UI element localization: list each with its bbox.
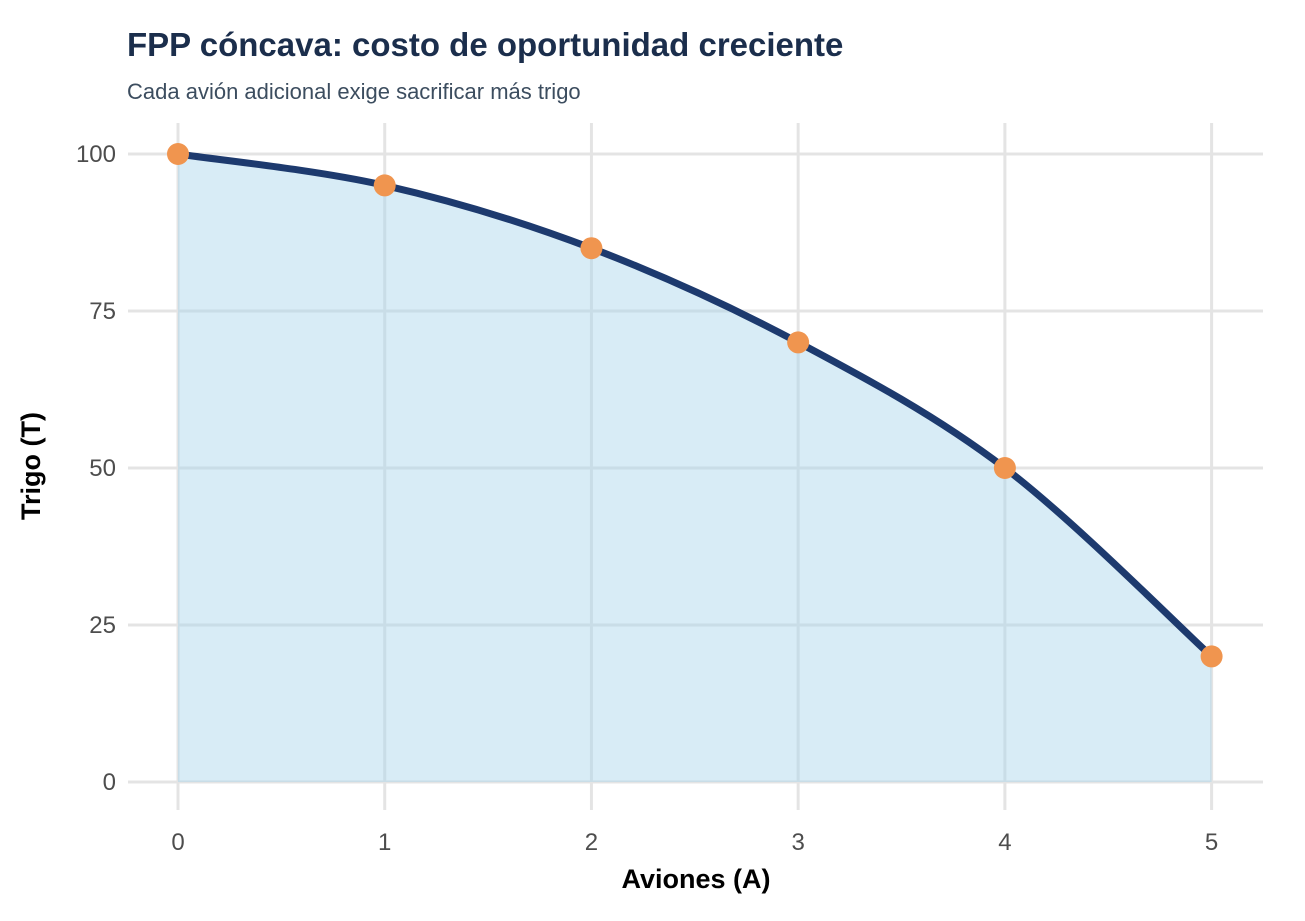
y-tick-label: 75 xyxy=(89,298,116,325)
x-tick-label: 4 xyxy=(998,829,1011,856)
x-tick-label: 1 xyxy=(378,829,391,856)
ppf-curve xyxy=(174,150,1216,660)
y-axis-title: Trigo (T) xyxy=(16,412,46,520)
data-point xyxy=(787,331,810,354)
chart-subtitle: Cada avión adicional exige sacrificar má… xyxy=(127,79,581,104)
y-tick-label: 100 xyxy=(76,141,116,168)
x-tick-labels: 0 1 2 3 4 5 xyxy=(171,829,1218,856)
data-point xyxy=(1200,645,1223,668)
x-tick-label: 3 xyxy=(791,829,804,856)
y-tick-label: 0 xyxy=(103,769,116,796)
ppf-area xyxy=(178,154,1212,782)
points-layer xyxy=(167,143,1223,668)
curve-layer xyxy=(174,150,1216,660)
data-point xyxy=(167,143,189,165)
data-point xyxy=(993,457,1016,479)
gridlines xyxy=(128,123,1263,810)
y-tick-label: 50 xyxy=(89,455,116,482)
x-axis-title: Aviones (A) xyxy=(621,864,770,894)
y-tick-label: 25 xyxy=(89,612,116,639)
x-tick-label: 2 xyxy=(585,829,598,856)
x-tick-label: 5 xyxy=(1205,829,1218,856)
x-tick-label: 0 xyxy=(171,829,184,856)
data-point xyxy=(580,237,603,260)
chart-title: FPP cóncava: costo de oportunidad crecie… xyxy=(127,26,843,63)
y-tick-labels: 0 25 50 75 100 xyxy=(76,141,116,796)
area-layer xyxy=(178,154,1212,782)
data-point xyxy=(373,174,396,197)
